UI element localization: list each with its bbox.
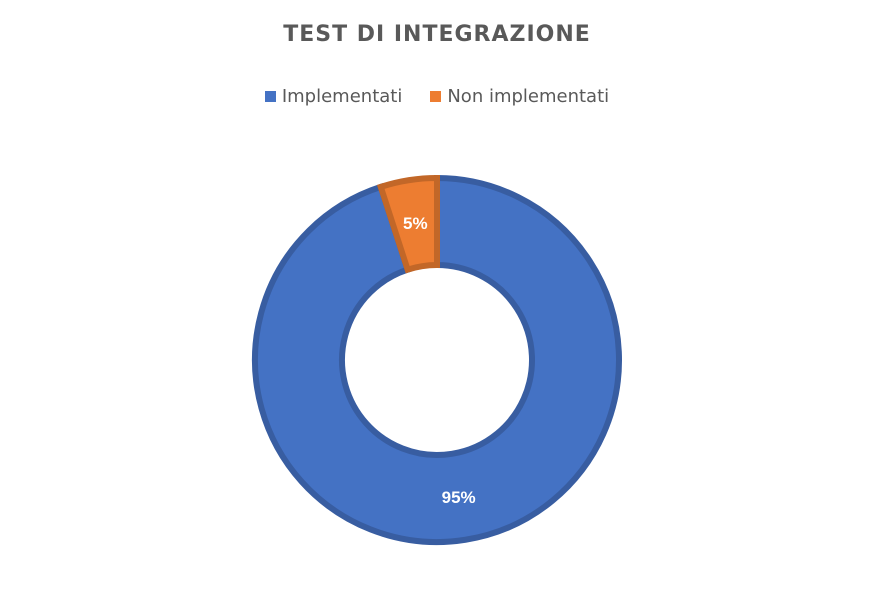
donut-slice-non-implementati bbox=[376, 174, 440, 274]
donut-slice-implementati bbox=[252, 174, 622, 545]
legend-swatch-implementati bbox=[264, 91, 276, 102]
legend: Implementati Non implementati bbox=[0, 86, 874, 107]
legend-label-non-implementati: Non implementati bbox=[447, 86, 610, 107]
legend-label-implementati: Implementati bbox=[281, 86, 403, 107]
chart-title: TEST DI INTEGRAZIONE bbox=[283, 22, 591, 47]
legend-item-non-implementati: Non implementati bbox=[430, 86, 609, 107]
donut-labels: 95% 5% bbox=[403, 214, 476, 507]
data-label-non-implementati: 5% bbox=[403, 214, 428, 233]
data-label-implementati: 95% bbox=[442, 488, 476, 507]
donut-slices bbox=[252, 174, 622, 545]
legend-swatch-non-implementati bbox=[430, 91, 442, 102]
legend-item-implementati: Implementati bbox=[264, 86, 403, 107]
